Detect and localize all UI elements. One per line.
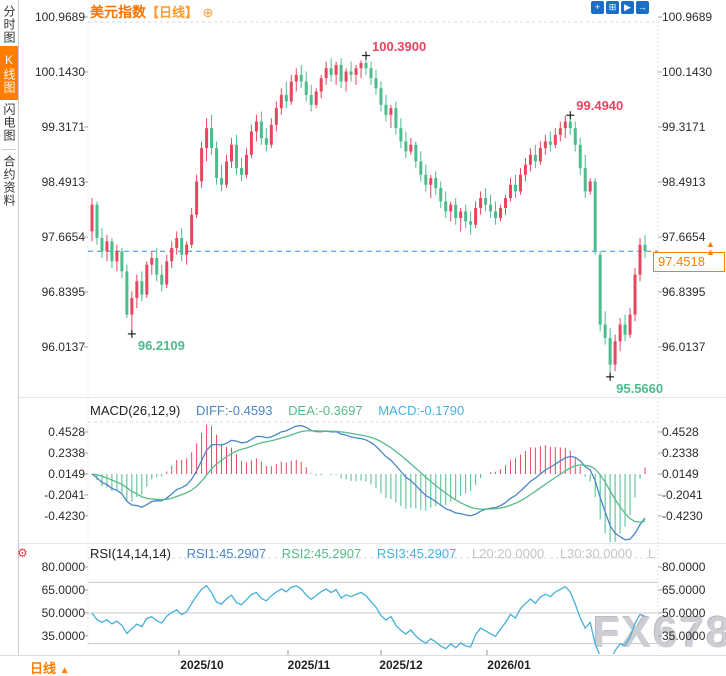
axis-label: 96.0137 (41, 340, 85, 354)
axis-scale-icon[interactable]: ⊞ (606, 1, 619, 14)
axis-label: 96.0137 (662, 340, 706, 354)
axis-label: -0.2041 (662, 488, 703, 502)
rsi-l30-value: L30:30.0000 (559, 546, 633, 561)
annotation-high-1: 100.3900 (372, 38, 427, 54)
axis-label: 2026/01 (487, 658, 531, 672)
axis-label: 97.6654 (41, 230, 85, 244)
sidebar-divider (2, 149, 16, 150)
axis-label: 96.8395 (41, 285, 85, 299)
axis-label: 0.4528 (48, 425, 85, 439)
macd-layer (91, 424, 646, 542)
axis-label: 0.2338 (48, 446, 85, 460)
axis-label: 2025/12 (379, 658, 423, 672)
period-tag[interactable]: 【日线】 (146, 5, 199, 20)
crosshair-tool-icon[interactable]: + (591, 1, 604, 14)
macd-title[interactable]: MACD(26,12,9) (90, 403, 181, 418)
rsi3-value: RSI3:45.2907 (376, 546, 457, 561)
circle-plus-icon[interactable]: ⊕ (202, 5, 214, 20)
axis-label: 98.4913 (662, 175, 706, 189)
rsi-title[interactable]: RSI(14,14,14) (90, 546, 171, 561)
sidebar: 分时图 K线图 闪电图 合约资料 (0, 0, 19, 655)
rsi2-value: RSI2:45.2907 (281, 546, 362, 561)
price-up-arrow-icon: ▲ ▲ (706, 239, 715, 257)
axis-label: 35.0000 (662, 629, 706, 643)
axis-label: 98.4913 (41, 175, 85, 189)
axis-label: 2025/11 (287, 658, 331, 672)
axis-label: 100.1430 (662, 65, 713, 79)
axis-label: 0.0149 (662, 467, 699, 481)
axis-label: 2025/10 (180, 658, 224, 672)
sidebar-item-lightning-chart[interactable]: 闪电图 (2, 102, 16, 142)
macd-macd-value: MACD:-0.1790 (378, 403, 465, 418)
axis-label: 100.9689 (34, 10, 85, 24)
chart-title: 美元指数【日线】 ⊕ (90, 2, 213, 22)
symbol-name: 美元指数 (90, 4, 146, 20)
annotation-low-1: 96.2109 (137, 337, 185, 353)
axis-label: 99.3171 (662, 120, 706, 134)
rsi-l20-value: L20:20.0000 (471, 546, 545, 561)
period-selector-label: 日线 (30, 661, 57, 676)
macd-header: MACD(26,12,9) DIFF:-0.4593 DEA:-0.3697 M… (90, 403, 656, 418)
annotation-high-2: 99.4940 (576, 98, 624, 114)
chart-toolbar: + ⊞ ▶ → (591, 1, 649, 14)
annotation-low-2: 95.5660 (616, 380, 664, 396)
candles-layer (90, 55, 647, 377)
sidebar-item-kline-chart[interactable]: K线图 (0, 46, 18, 100)
zoom-tool-icon[interactable]: ▶ (621, 1, 634, 14)
indicator-settings-icon[interactable]: ⚙ (17, 546, 28, 560)
panel-separator (18, 543, 726, 544)
axis-label: 96.8395 (662, 285, 706, 299)
rsi1-value: RSI1:45.2907 (186, 546, 267, 561)
chevron-up-icon: ▲ (59, 665, 70, 676)
rsi-header: RSI(14,14,14) RSI1:45.2907 RSI2:45.2907 … (90, 546, 656, 561)
sidebar-item-contract-info[interactable]: 合约资料 (2, 155, 16, 207)
axis-label: 65.0000 (41, 583, 85, 597)
axis-label: 0.4528 (662, 425, 699, 439)
axis-label: 65.0000 (662, 583, 706, 597)
rsi-layer (91, 584, 646, 654)
bottom-bar (0, 655, 726, 676)
axis-label: -0.4230 (44, 509, 85, 523)
macd-dea-value: DEA:-0.3697 (288, 403, 363, 418)
rsi-l50-value: L50: (647, 546, 656, 561)
panel-separator (18, 397, 726, 398)
annotation-markers-layer (127, 51, 615, 381)
sidebar-item-time-chart[interactable]: 分时图 (2, 4, 16, 44)
axis-label: 97.6654 (662, 230, 706, 244)
axis-label: -0.4230 (662, 509, 703, 523)
axis-label: 0.0149 (48, 467, 85, 481)
macd-diff-value: DIFF:-0.4593 (195, 403, 273, 418)
axis-label: 35.0000 (41, 629, 85, 643)
current-price-badge: 97.4518 (653, 252, 725, 272)
axis-label: 50.0000 (41, 606, 85, 620)
axis-label: 100.1430 (34, 65, 85, 79)
axis-label: 80.0000 (662, 560, 706, 574)
axis-label: 100.9689 (662, 10, 713, 24)
axis-label: -0.2041 (44, 488, 85, 502)
axis-label: 50.0000 (662, 606, 706, 620)
axis-label: 99.3171 (41, 120, 85, 134)
period-selector[interactable]: 日线 ▲ (30, 658, 70, 676)
export-icon[interactable]: → (636, 1, 649, 14)
axis-label: 0.2338 (662, 446, 699, 460)
axis-label: 80.0000 (41, 560, 85, 574)
